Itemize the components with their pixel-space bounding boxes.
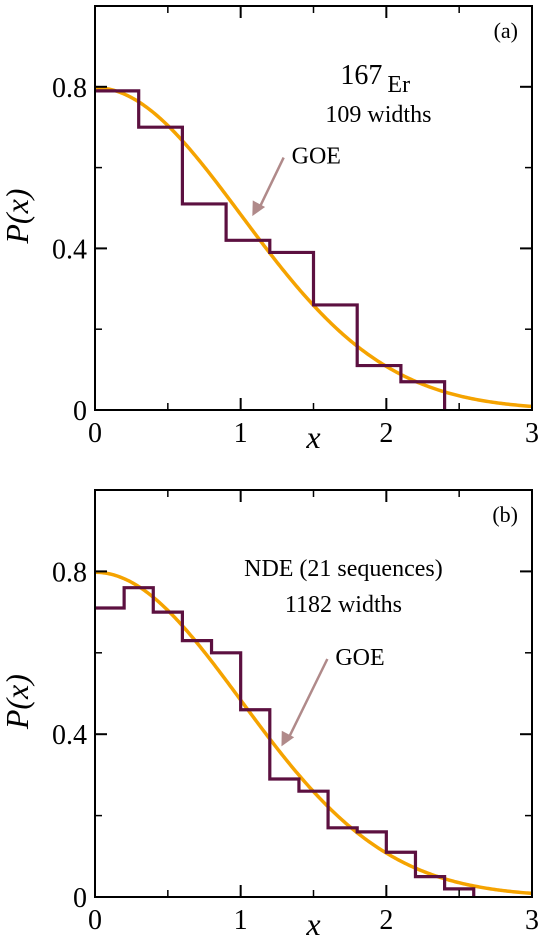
goe-arrow-shaft [286,658,329,741]
y-tick-label: 0 [73,883,87,914]
plot-frame [94,489,533,898]
goe-curve [94,570,533,896]
y-tick-label: 0.4 [52,234,87,265]
x-tick-label: 3 [525,905,539,936]
panel-b: 0 1 2 3 0 0.4 0.8 x P(x) (b) NDE (21 sequences) 118… [0,489,539,942]
panel-a: 0 1 2 3 0 0.4 0.8 x P(x) (a) 167 Er 109 widths GOE [0,5,539,455]
panel-tag: (a) [494,18,518,43]
goe-curve [94,85,533,409]
x-tick-label: 3 [525,418,539,449]
y-tick-label: 0.8 [52,557,87,588]
ensemble-label: NDE (21 sequences) [244,556,443,582]
widths-count-label: 109 widths [325,102,431,128]
x-tick-label: 1 [234,905,248,936]
x-tick-label: 0 [88,418,102,449]
isotope-symbol: Er [387,72,410,98]
y-tick-label: 0.8 [52,73,87,104]
x-tick-label: 1 [234,418,248,449]
histogram-steps [95,89,447,410]
x-tick-label: 2 [379,418,393,449]
plot-frame [94,5,533,411]
panel-tag: (b) [492,502,518,527]
x-tick-label: 0 [88,905,102,936]
goe-label: GOE [292,144,341,170]
y-axis-label: P(x) [0,674,35,730]
x-axis-label: x [305,419,320,455]
histogram-steps [95,586,476,897]
y-tick-label: 0 [73,396,87,427]
goe-arrow-head [281,730,295,747]
goe-arrow-shaft [257,157,285,211]
isotope-mass-number: 167 [340,60,382,91]
y-axis-label: P(x) [0,189,35,245]
x-axis-label: x [305,906,320,942]
goe-arrow-head [252,200,266,217]
widths-count-label: 1182 widths [285,592,402,618]
x-tick-label: 2 [379,905,393,936]
y-tick-label: 0.4 [52,720,87,751]
goe-label: GOE [335,645,384,671]
